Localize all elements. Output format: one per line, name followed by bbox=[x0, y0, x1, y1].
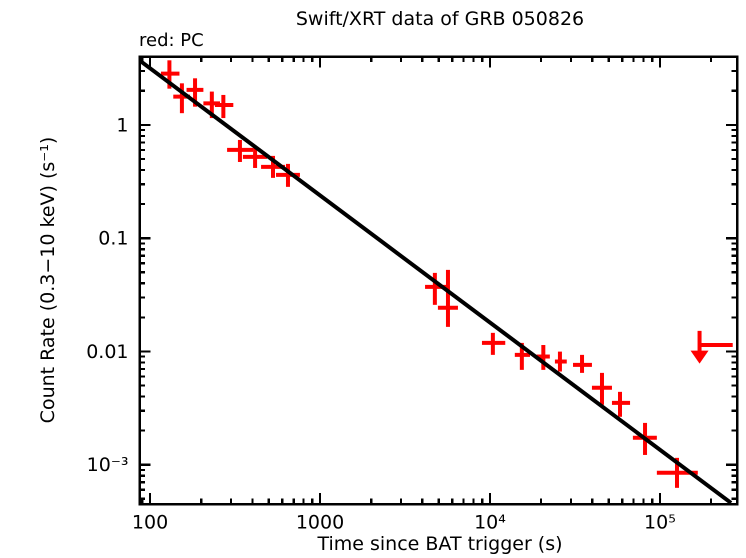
y-axis-label: Count Rate (0.3−10 keV) (s⁻¹) bbox=[37, 137, 59, 424]
x-axis-label: Time since BAT trigger (s) bbox=[316, 533, 562, 555]
x-tick-label: 10⁴ bbox=[474, 512, 506, 534]
x-tick-label: 10⁵ bbox=[644, 512, 676, 534]
data-point bbox=[573, 354, 592, 373]
plot-frame bbox=[138, 55, 739, 506]
data-point bbox=[227, 139, 254, 162]
y-tick-label: 0.1 bbox=[98, 228, 128, 250]
y-tick-label: 10⁻³ bbox=[87, 454, 129, 476]
upper-limit-arrow bbox=[690, 330, 733, 364]
data-point bbox=[242, 146, 268, 168]
data-point bbox=[276, 163, 300, 187]
data-point bbox=[437, 269, 458, 327]
data-point bbox=[611, 391, 631, 417]
data-point bbox=[591, 372, 612, 405]
pc-data-series bbox=[160, 60, 698, 488]
fit-line bbox=[138, 58, 733, 505]
data-point bbox=[214, 94, 234, 119]
data-point bbox=[554, 351, 567, 372]
x-tick-label: 1000 bbox=[296, 512, 344, 534]
data-point bbox=[536, 345, 550, 370]
x-tick-label: 100 bbox=[132, 512, 168, 534]
y-tick-label: 0.01 bbox=[86, 341, 128, 363]
chart-title: Swift/XRT data of GRB 050826 bbox=[296, 8, 584, 30]
data-point bbox=[481, 332, 506, 355]
mode-label: red: PC bbox=[139, 30, 204, 51]
plot-content: 100 1000 10⁴ 10⁵ 1 0.1 0.01 10⁻³ bbox=[86, 55, 739, 534]
y-tick-label: 1 bbox=[116, 114, 128, 136]
